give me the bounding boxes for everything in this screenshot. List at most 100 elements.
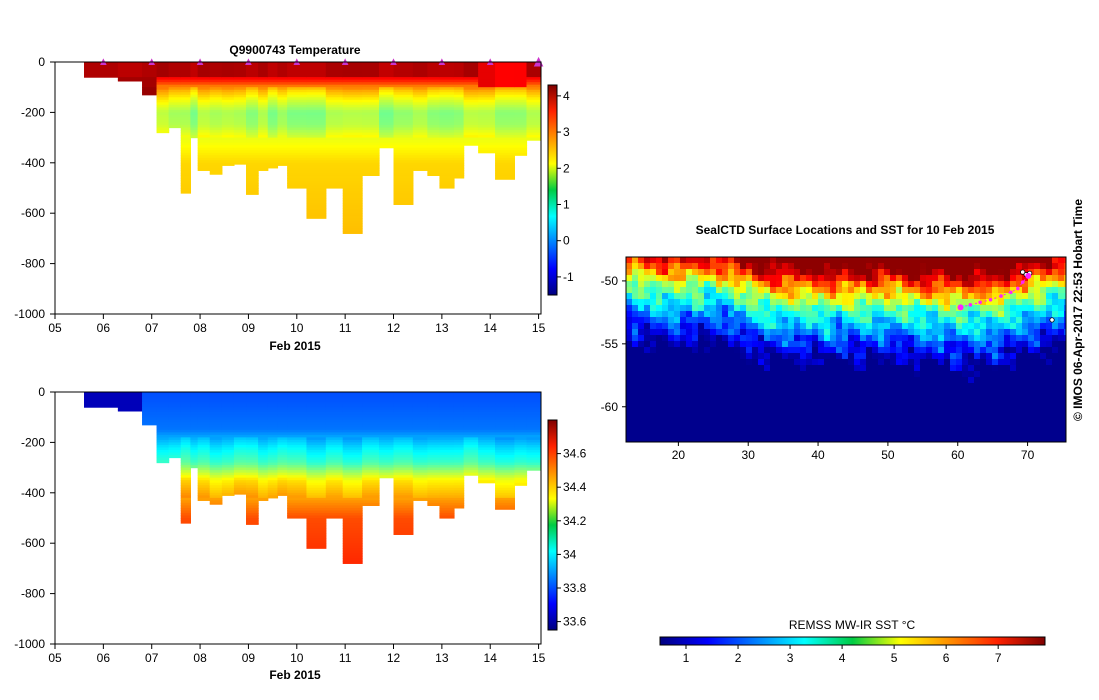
heatmap-cell — [393, 162, 414, 166]
heatmap-cell — [325, 152, 344, 156]
heatmap-cell — [287, 472, 308, 476]
heatmap-cell — [453, 89, 465, 93]
heatmap-cell — [412, 417, 428, 421]
sst-cell — [1010, 425, 1017, 432]
sst-cell — [764, 341, 771, 348]
sst-cell — [962, 329, 969, 336]
heatmap-cell — [463, 74, 479, 78]
sst-cell — [1004, 389, 1011, 396]
sst-cell — [1034, 347, 1041, 354]
sst-cell — [1064, 365, 1066, 372]
colorbar-tick-label: 4 — [563, 89, 570, 103]
sst-cell — [836, 311, 843, 318]
heatmap-cell — [190, 457, 199, 461]
heatmap-cell — [221, 112, 235, 116]
sst-cell — [704, 299, 711, 306]
sst-cell — [638, 275, 645, 282]
heatmap-cell — [221, 160, 235, 164]
heatmap-cell — [267, 465, 279, 469]
sst-cell — [818, 383, 825, 390]
heatmap-cell — [306, 487, 327, 491]
sst-cell — [986, 317, 993, 324]
sst-cell — [944, 293, 951, 300]
heatmap-cell — [267, 442, 279, 446]
sst-cell — [956, 371, 963, 378]
heatmap-cell — [362, 487, 380, 491]
heatmap-cell — [526, 437, 541, 441]
sst-cell — [686, 293, 693, 300]
sst-cell — [674, 299, 681, 306]
heatmap-cell — [156, 82, 170, 86]
heatmap-cell — [221, 399, 235, 403]
sst-cell — [854, 347, 861, 354]
sst-cell — [1040, 437, 1047, 442]
sst-cell — [980, 287, 987, 294]
sst-cell — [812, 389, 819, 396]
heatmap-cell — [287, 485, 308, 489]
sst-cell — [962, 269, 969, 276]
sst-cell — [872, 335, 879, 342]
sst-cell — [782, 359, 789, 366]
sst-cell — [746, 389, 753, 396]
heatmap-cell — [453, 64, 465, 68]
heatmap-cell — [412, 427, 428, 431]
sst-cell — [776, 365, 783, 372]
sst-cell — [788, 437, 795, 442]
sst-cell — [1046, 317, 1053, 324]
sst-cell — [698, 419, 705, 426]
heatmap-cell — [514, 429, 528, 433]
heatmap-cell — [258, 462, 269, 466]
sst-cell — [848, 275, 855, 282]
heatmap-cell — [306, 455, 327, 459]
sst-cell — [632, 353, 639, 360]
sst-cell — [992, 263, 999, 270]
sst-cell — [968, 395, 975, 402]
heatmap-cell — [342, 74, 363, 78]
sst-cell — [842, 281, 849, 288]
heatmap-cell — [427, 167, 441, 171]
sst-cell — [914, 329, 921, 336]
temperature-panel: Q9900743 Temperature 0-200-400-600-800-1… — [14, 43, 574, 353]
sst-cell — [680, 413, 687, 420]
sst-cell — [878, 395, 885, 402]
heatmap-cell — [209, 495, 223, 499]
heatmap-cell — [342, 545, 363, 549]
heatmap-cell — [209, 114, 223, 119]
heatmap-cell — [362, 87, 380, 91]
heatmap-cell — [246, 429, 259, 433]
heatmap-cell — [287, 145, 308, 149]
sst-cell — [896, 269, 903, 276]
sst-cell — [962, 359, 969, 366]
heatmap-cell — [325, 157, 344, 161]
heatmap-cell — [453, 412, 465, 416]
sst-cell — [800, 281, 807, 288]
sst-cell — [902, 431, 909, 438]
sst-cell — [842, 389, 849, 396]
sst-cell — [674, 413, 681, 420]
heatmap-cell — [379, 117, 395, 121]
heatmap-cell — [180, 485, 191, 489]
sst-cell — [968, 371, 975, 378]
heatmap-cell — [221, 147, 235, 151]
sst-cell — [950, 431, 957, 438]
heatmap-cell — [325, 69, 344, 73]
sst-cell — [680, 293, 687, 300]
sst-cell — [740, 269, 747, 276]
heatmap-cell — [478, 94, 496, 98]
sst-cell — [692, 311, 699, 318]
heatmap-cell — [362, 480, 380, 484]
heatmap-cell — [514, 455, 528, 459]
sst-cell — [842, 413, 849, 420]
heatmap-cell — [463, 399, 479, 403]
sst-cell — [722, 305, 729, 312]
sst-cell — [638, 263, 645, 270]
sst-cell — [728, 263, 735, 270]
heatmap-cell — [526, 419, 541, 423]
heatmap-cell — [325, 145, 344, 149]
sst-cell — [638, 329, 645, 336]
heatmap-cell — [221, 439, 235, 443]
heatmap-cell — [277, 89, 288, 93]
sst-cell — [812, 323, 819, 330]
heatmap-cell — [393, 152, 414, 156]
sst-cell — [644, 335, 651, 342]
